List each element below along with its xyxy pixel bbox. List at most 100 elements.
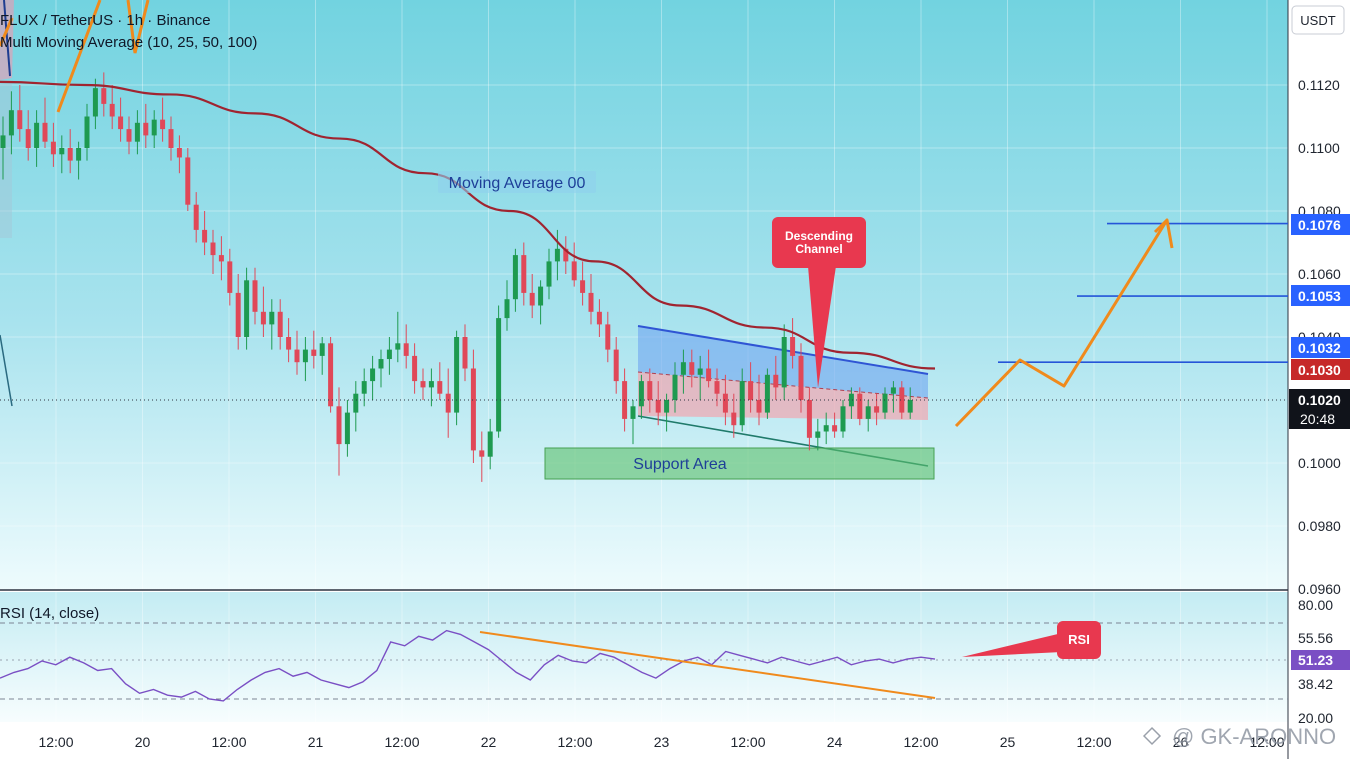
candle-body (554, 248, 560, 262)
candle-body (50, 141, 56, 155)
candle-body (697, 368, 703, 375)
rsi-level-38: 38.42 (1298, 676, 1333, 692)
support-area-zone (544, 447, 935, 480)
channel-lower-zone (638, 372, 928, 420)
left-edge-trend (0, 334, 13, 407)
candle-body (445, 393, 451, 413)
candle-body (260, 311, 266, 325)
time-tick-label: 12:00 (211, 734, 246, 750)
time-tick-label: 24 (827, 734, 843, 750)
candle-body (353, 393, 359, 413)
candle-body (496, 318, 502, 432)
candle-body (781, 337, 787, 388)
candle-body (412, 355, 418, 382)
candle-body (680, 362, 686, 375)
candle-body (244, 280, 250, 337)
candle-body (596, 311, 602, 325)
rsi-legend[interactable]: RSI (14, close) (0, 605, 99, 622)
candle-body (185, 157, 191, 205)
candle-body (538, 286, 544, 306)
candle-body (470, 368, 476, 451)
forecast-arrowhead (1153, 218, 1174, 249)
candle-body (269, 311, 275, 325)
candle-body (722, 393, 728, 413)
candle-body (151, 119, 157, 136)
candle-body (638, 381, 644, 407)
candle-body (160, 119, 166, 130)
indicator-legend[interactable]: Multi Moving Average (10, 25, 50, 100) (0, 34, 257, 51)
rsi-level-55: 55.56 (1298, 630, 1333, 646)
currency-label: USDT (1300, 13, 1335, 28)
time-scale-background (0, 722, 1288, 759)
candle-body (118, 116, 124, 130)
last-price-badge (1289, 389, 1350, 429)
rsi-callout-pointer (962, 633, 1062, 657)
target-lines (998, 222, 1288, 364)
candle-body (420, 381, 426, 388)
price-tick-label: 0.1000 (1298, 455, 1341, 471)
candle-body (126, 129, 132, 142)
candle-body (193, 204, 199, 230)
currency-button[interactable] (1291, 5, 1345, 35)
forecast-leg-b (126, 0, 150, 54)
callout-line-2: Channel (795, 242, 842, 256)
watermark: @ GK-ARONNO (1142, 724, 1336, 749)
watermark-text: @ GK-ARONNO (1172, 724, 1336, 749)
candle-body (84, 116, 90, 148)
candle-body (605, 324, 611, 350)
countdown-text: 20:48 (1300, 411, 1335, 427)
rsi-level-80: 80.00 (1298, 597, 1333, 613)
candle-body (504, 299, 510, 319)
candle-body (521, 255, 527, 293)
rsi-line (0, 629, 936, 702)
target-3-badge (1291, 337, 1350, 358)
candle-body (454, 337, 460, 413)
candle-body (294, 349, 300, 363)
candle-body (479, 450, 485, 457)
candle-body (899, 387, 905, 413)
candle-body (731, 412, 737, 426)
candle-body (706, 368, 712, 382)
bullish-forecast-path (954, 219, 1169, 428)
candle-body (714, 381, 720, 394)
time-tick-label: 22 (481, 734, 497, 750)
candle-body (286, 337, 292, 350)
candle-body (134, 122, 140, 142)
candle-body (487, 431, 493, 457)
candle-body (823, 425, 829, 432)
time-tick-label: 12:00 (384, 734, 419, 750)
candle-body (546, 261, 552, 287)
left-edge-line (3, 0, 11, 77)
candle-body (302, 349, 308, 363)
candle-body (664, 400, 670, 413)
candle-body (748, 381, 754, 400)
time-tick-label: 25 (1000, 734, 1016, 750)
moving-average-label-box (438, 171, 596, 193)
time-tick-label: 26 (1173, 734, 1189, 750)
left-edge-box (0, 80, 12, 238)
candle-body (739, 381, 745, 426)
symbol-title[interactable]: FLUX / TetherUS · 1h · Binance (0, 12, 211, 29)
candle-body (773, 374, 779, 388)
moving-average-label: Moving Average 00 (449, 175, 586, 192)
forecast-leg-left (0, 17, 14, 47)
candle-body (235, 292, 241, 337)
target-3-badge-text: 0.1032 (1298, 340, 1341, 356)
last-price-text: 0.1020 (1298, 392, 1341, 408)
candle-body (328, 343, 334, 407)
candle-body (252, 280, 258, 312)
candle-body (319, 343, 325, 356)
candle-body (580, 280, 586, 293)
candle-body (790, 337, 796, 356)
time-tick-label: 12:00 (1249, 734, 1284, 750)
candle-body (613, 349, 619, 382)
candle-body (437, 381, 443, 394)
target-2-badge (1291, 285, 1350, 306)
candle-body (647, 381, 653, 400)
time-axis-ticks: 12:00 20 12:00 21 12:00 22 12:00 23 12:00 24 12:00… (38, 734, 1284, 750)
candle-body (344, 412, 350, 445)
ma-value-badge-text: 0.1030 (1298, 362, 1341, 378)
candle-body (630, 406, 636, 419)
candle-body (210, 242, 216, 256)
